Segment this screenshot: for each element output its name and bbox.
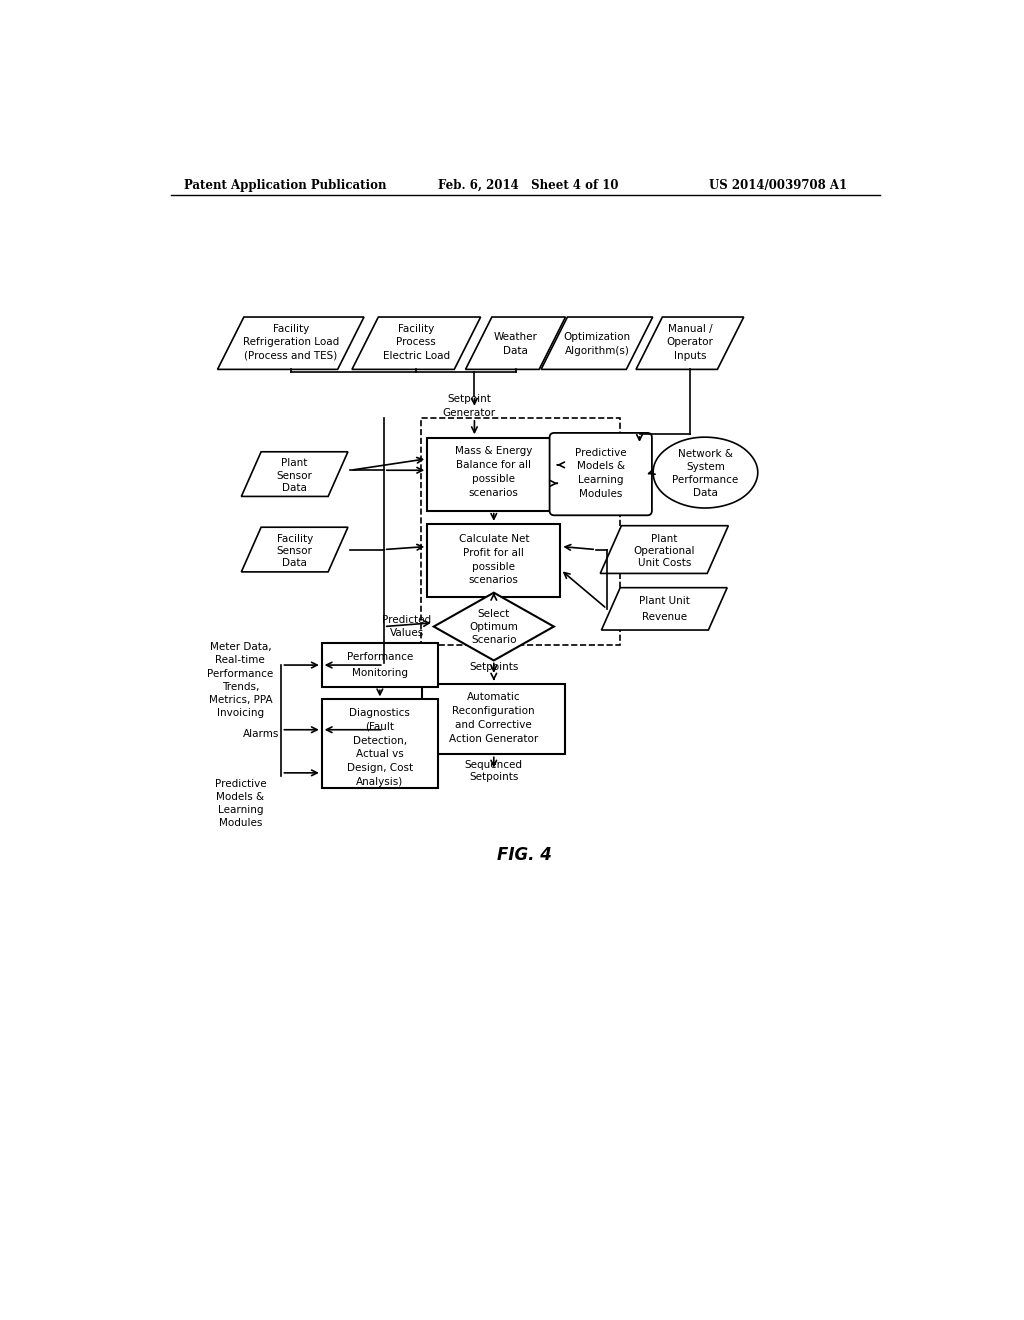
Text: Sequenced: Sequenced [465, 760, 523, 770]
Text: Select: Select [477, 610, 510, 619]
Text: Models &: Models & [577, 462, 625, 471]
Text: Analysis): Analysis) [356, 777, 403, 787]
Text: Revenue: Revenue [642, 611, 687, 622]
Text: Manual /: Manual / [668, 325, 712, 334]
Polygon shape [217, 317, 364, 370]
Text: Unit Costs: Unit Costs [638, 558, 691, 569]
Text: Network &: Network & [678, 449, 733, 459]
Polygon shape [466, 317, 565, 370]
Text: scenarios: scenarios [469, 487, 519, 498]
Text: and Corrective: and Corrective [456, 721, 532, 730]
Text: possible: possible [472, 474, 515, 483]
Text: Setpoints: Setpoints [469, 772, 518, 783]
Text: Operator: Operator [667, 337, 714, 347]
FancyBboxPatch shape [422, 684, 565, 755]
Text: scenarios: scenarios [469, 576, 519, 585]
Text: Data: Data [283, 483, 307, 492]
Polygon shape [541, 317, 652, 370]
Text: Metrics, PPA: Metrics, PPA [209, 694, 272, 705]
Polygon shape [352, 317, 480, 370]
Polygon shape [434, 593, 554, 660]
Text: Balance for all: Balance for all [457, 459, 531, 470]
Text: Values: Values [390, 628, 424, 638]
Text: Reconfiguration: Reconfiguration [453, 706, 536, 717]
Text: Sensor: Sensor [276, 546, 312, 556]
Text: Setpoint: Setpoint [447, 395, 490, 404]
Text: Optimization: Optimization [563, 333, 631, 342]
Text: FIG. 4: FIG. 4 [498, 846, 552, 865]
FancyBboxPatch shape [550, 433, 652, 515]
Text: Data: Data [503, 346, 528, 356]
Text: Real-time: Real-time [215, 656, 265, 665]
FancyBboxPatch shape [322, 700, 438, 788]
Text: Diagnostics: Diagnostics [349, 708, 411, 718]
Polygon shape [242, 451, 348, 496]
Text: Detection,: Detection, [353, 735, 407, 746]
Polygon shape [653, 437, 758, 508]
Text: Meter Data,: Meter Data, [210, 643, 271, 652]
Text: Action Generator: Action Generator [450, 734, 539, 744]
Polygon shape [242, 527, 348, 572]
Text: Learning: Learning [218, 805, 263, 814]
Text: Process: Process [396, 337, 436, 347]
Text: Setpoints: Setpoints [469, 661, 518, 672]
Text: System: System [686, 462, 725, 473]
Text: Scenario: Scenario [471, 635, 516, 645]
Text: Refrigeration Load: Refrigeration Load [243, 337, 339, 347]
Text: Learning: Learning [578, 475, 624, 486]
Text: (Process and TES): (Process and TES) [244, 351, 337, 360]
Text: Patent Application Publication: Patent Application Publication [183, 178, 386, 191]
Text: Invoicing: Invoicing [217, 708, 264, 718]
Text: Generator: Generator [442, 408, 496, 417]
Text: Operational: Operational [634, 546, 695, 556]
Text: Design, Cost: Design, Cost [347, 763, 413, 774]
Text: Plant: Plant [651, 533, 678, 544]
Text: Facility: Facility [398, 325, 434, 334]
Text: Optimum: Optimum [469, 622, 518, 632]
Text: Electric Load: Electric Load [383, 351, 450, 360]
Text: Performance: Performance [207, 668, 273, 678]
Text: Profit for all: Profit for all [464, 548, 524, 557]
Text: Plant: Plant [282, 458, 308, 469]
FancyBboxPatch shape [322, 643, 438, 688]
Text: Data: Data [283, 558, 307, 569]
Text: Plant Unit: Plant Unit [639, 597, 690, 606]
Text: Predictive: Predictive [215, 779, 266, 788]
Text: Trends,: Trends, [221, 681, 259, 692]
Text: Monitoring: Monitoring [352, 668, 408, 677]
Polygon shape [601, 587, 727, 630]
Text: Feb. 6, 2014   Sheet 4 of 10: Feb. 6, 2014 Sheet 4 of 10 [438, 178, 618, 191]
Text: Sensor: Sensor [276, 471, 312, 480]
Text: (Fault: (Fault [366, 722, 394, 731]
Text: Models &: Models & [216, 792, 264, 801]
Polygon shape [600, 525, 728, 573]
Text: Predicted: Predicted [382, 615, 431, 626]
Text: Facility: Facility [272, 325, 309, 334]
Polygon shape [636, 317, 743, 370]
Text: US 2014/0039708 A1: US 2014/0039708 A1 [710, 178, 848, 191]
Text: Performance: Performance [347, 652, 413, 663]
Text: Automatic: Automatic [467, 693, 520, 702]
Text: possible: possible [472, 561, 515, 572]
Text: Actual vs: Actual vs [356, 750, 403, 759]
Text: Inputs: Inputs [674, 351, 707, 360]
Text: Facility: Facility [276, 533, 312, 544]
Text: Calculate Net: Calculate Net [459, 533, 529, 544]
Text: Mass & Energy: Mass & Energy [455, 446, 532, 455]
Text: Data: Data [693, 488, 718, 499]
FancyBboxPatch shape [427, 524, 560, 597]
Text: Performance: Performance [672, 475, 738, 486]
FancyBboxPatch shape [427, 437, 560, 511]
Text: Predictive: Predictive [574, 447, 627, 458]
Text: Alarms: Alarms [243, 730, 280, 739]
Text: Weather: Weather [494, 333, 538, 342]
Text: Algorithm(s): Algorithm(s) [564, 346, 630, 356]
Text: Modules: Modules [219, 818, 262, 828]
Text: Modules: Modules [579, 490, 623, 499]
